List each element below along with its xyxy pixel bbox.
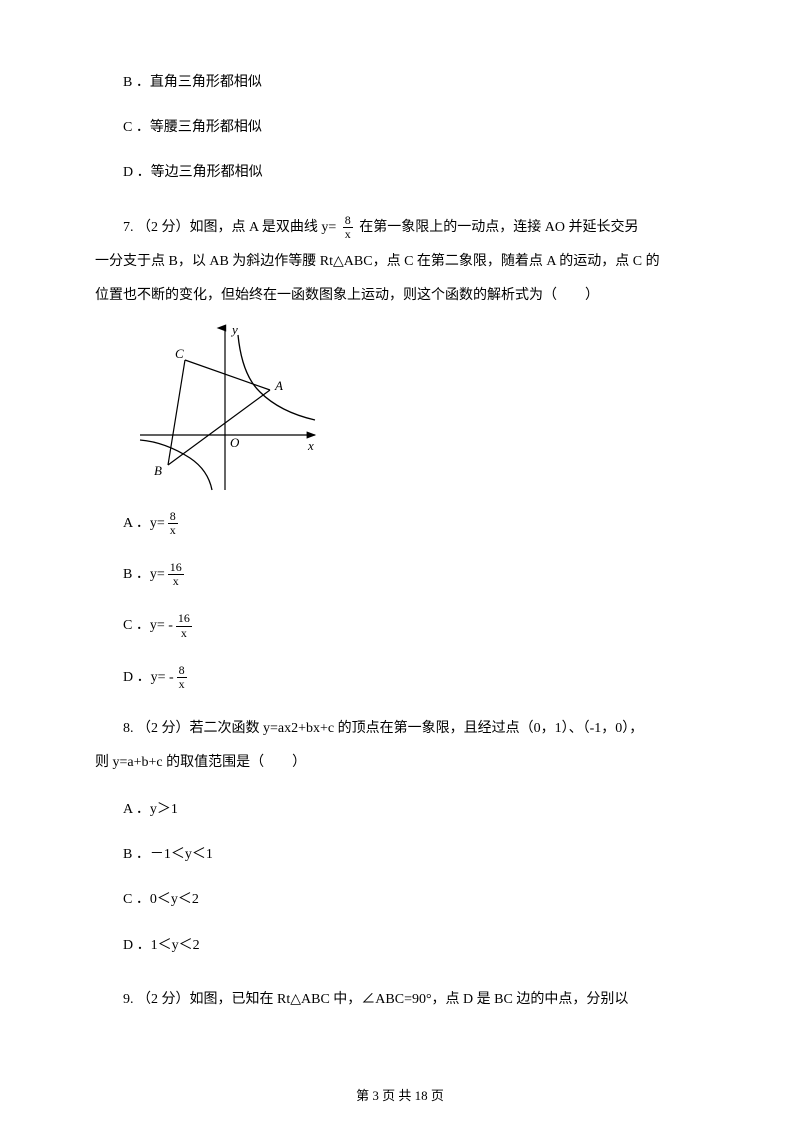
q7-option-d: D ．y= - 8 x [95,664,705,691]
q8-option-d: D ．1＜y＜2 [95,933,705,958]
q8-option-b: B ．－1＜y＜1 [95,842,705,867]
q8-line2: 则 y=a+b+c 的取值范围是（ ） [95,749,705,777]
svg-text:y: y [230,322,238,337]
option-text: B ．－1＜y＜1 [123,847,213,862]
page-footer: 第 3 页 共 18 页 [0,1085,800,1104]
svg-text:B: B [154,463,162,478]
svg-text:C: C [175,346,184,361]
figure-svg: A B C O x y [130,320,330,495]
q7-line1: 7. （2 分）如图，点 A 是双曲线 y= 8 x 在第一象限上的一动点，连接… [95,214,705,242]
q9-line1: 9. （2 分）如图，已知在 Rt△ABC 中，∠ABC=90°，点 D 是 B… [95,986,705,1014]
option-text: A ．y＞1 [123,802,178,817]
fraction-icon: 8 x [343,214,353,241]
prev-option-c: C ．等腰三角形都相似 [95,115,705,140]
svg-text:O: O [230,435,240,450]
q8-option-c: C ．0＜y＜2 [95,887,705,912]
option-text: D ．1＜y＜2 [123,938,200,953]
q8-text2: 则 y=a+b+c 的取值范围是（ ） [95,755,306,770]
q7-option-b: B ．y= 16 x [95,561,705,588]
fraction-icon: 8 x [177,664,187,691]
q8-line1: 8. （2 分）若二次函数 y=ax2+bx+c 的顶点在第一象限，且经过点（0… [95,715,705,743]
q7-line3: 位置也不断的变化，但始终在一函数图象上运动，则这个函数的解析式为（ ） [95,282,705,310]
q7-suffix: 在第一象限上的一动点，连接 AO 并延长交另 [359,220,638,235]
q7-text3: 位置也不断的变化，但始终在一函数图象上运动，则这个函数的解析式为（ ） [95,288,599,303]
option-prefix: D ．y= - [123,665,174,690]
q7-option-c: C ．y= - 16 x [95,612,705,639]
q8-option-a: A ．y＞1 [95,797,705,822]
option-prefix: C ．y= - [123,613,173,638]
hyperbola-figure: A B C O x y [130,320,330,495]
fraction-icon: 16 x [168,561,184,588]
q8-text1: 8. （2 分）若二次函数 y=ax2+bx+c 的顶点在第一象限，且经过点（0… [123,721,643,736]
q7-option-a: A ．y= 8 x [95,510,705,537]
page-number: 第 3 页 共 18 页 [356,1088,444,1103]
option-prefix: B ．y= [123,562,165,587]
fraction-icon: 8 x [168,510,178,537]
option-text: B ．直角三角形都相似 [123,75,262,90]
q7-text2: 一分支于点 B，以 AB 为斜边作等腰 Rt△ABC，点 C 在第二象限，随着点… [95,254,660,269]
option-text: C ．等腰三角形都相似 [123,120,262,135]
prev-option-b: B ．直角三角形都相似 [95,70,705,95]
prev-option-d: D ．等边三角形都相似 [95,160,705,185]
fraction-icon: 16 x [176,612,192,639]
q9-text1: 9. （2 分）如图，已知在 Rt△ABC 中，∠ABC=90°，点 D 是 B… [123,992,628,1007]
svg-text:x: x [307,438,314,453]
option-text: D ．等边三角形都相似 [123,165,263,180]
option-prefix: A ．y= [123,511,165,536]
svg-text:A: A [274,378,283,393]
q7-line2: 一分支于点 B，以 AB 为斜边作等腰 Rt△ABC，点 C 在第二象限，随着点… [95,248,705,276]
option-text: C ．0＜y＜2 [123,892,199,907]
q7-prefix: 7. （2 分）如图，点 A 是双曲线 y= [123,220,336,235]
